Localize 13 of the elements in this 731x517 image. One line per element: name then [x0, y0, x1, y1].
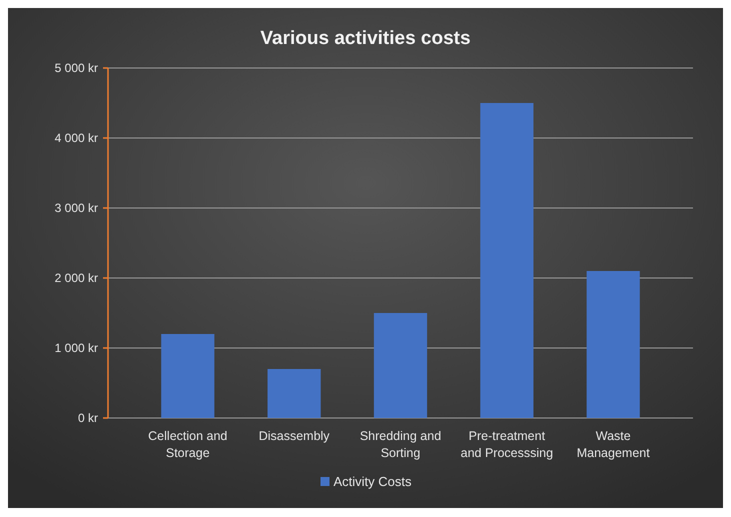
y-tick-label: 2 000 kr [54, 271, 98, 286]
y-tick-label: 3 000 kr [54, 201, 98, 216]
legend-label: Activity Costs [334, 474, 412, 489]
y-tick-label: 1 000 kr [54, 341, 98, 356]
y-tick-label: 0 kr [78, 411, 98, 426]
x-tick-label: Waste Management [576, 429, 650, 460]
chart-title: Various activities costs [260, 28, 471, 49]
y-tick-label: 4 000 kr [54, 131, 98, 146]
x-tick-label: Disassembly [258, 429, 330, 443]
x-tick-label: Pre-treatment and Processsing [460, 429, 554, 460]
x-tick-label: Shredding and Sorting [360, 429, 442, 460]
x-tick-label: Cellection and Storage [148, 429, 228, 460]
y-tick-label: 5 000 kr [54, 61, 98, 76]
